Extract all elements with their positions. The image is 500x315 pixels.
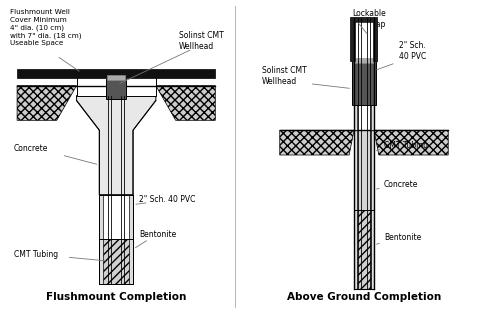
Bar — [351, 18, 377, 61]
Text: CMT Tubing: CMT Tubing — [384, 140, 428, 150]
Bar — [373, 18, 377, 61]
Text: 2" Sch.
40 PVC: 2" Sch. 40 PVC — [398, 41, 426, 61]
Bar — [17, 69, 216, 78]
Bar — [76, 77, 156, 95]
Polygon shape — [280, 130, 354, 155]
Bar — [354, 130, 357, 289]
Bar — [106, 79, 126, 99]
Bar — [100, 239, 133, 284]
Bar — [354, 61, 357, 130]
Polygon shape — [76, 95, 156, 195]
Text: Flushmount Completion: Flushmount Completion — [46, 292, 186, 302]
Bar — [354, 58, 374, 63]
Polygon shape — [374, 130, 448, 155]
Bar — [371, 130, 374, 289]
Text: Concrete: Concrete — [384, 180, 418, 189]
Bar — [351, 18, 377, 22]
Bar — [351, 18, 355, 61]
Bar — [108, 75, 125, 80]
Text: Solinst CMT
Wellhead: Solinst CMT Wellhead — [178, 31, 224, 51]
Bar — [100, 195, 103, 284]
Text: Bentonite: Bentonite — [384, 233, 421, 242]
Polygon shape — [17, 86, 76, 120]
Bar — [129, 195, 133, 284]
Bar — [352, 61, 376, 106]
Text: Lockable
Well Cap: Lockable Well Cap — [352, 9, 386, 29]
Text: Concrete: Concrete — [14, 144, 48, 152]
Bar — [371, 61, 374, 130]
Text: CMT Tubing: CMT Tubing — [14, 250, 58, 259]
Text: Above Ground Completion: Above Ground Completion — [287, 292, 441, 302]
Polygon shape — [156, 86, 216, 120]
Bar — [357, 130, 371, 209]
Text: Solinst CMT
Wellhead: Solinst CMT Wellhead — [262, 66, 306, 86]
Text: Bentonite: Bentonite — [139, 230, 176, 239]
Bar — [357, 209, 371, 289]
Text: 2" Sch. 40 PVC: 2" Sch. 40 PVC — [139, 195, 196, 204]
Text: Flushmount Well
Cover Minimum
4" dia. (10 cm)
with 7" dia. (18 cm)
Useable Space: Flushmount Well Cover Minimum 4" dia. (1… — [10, 9, 82, 46]
